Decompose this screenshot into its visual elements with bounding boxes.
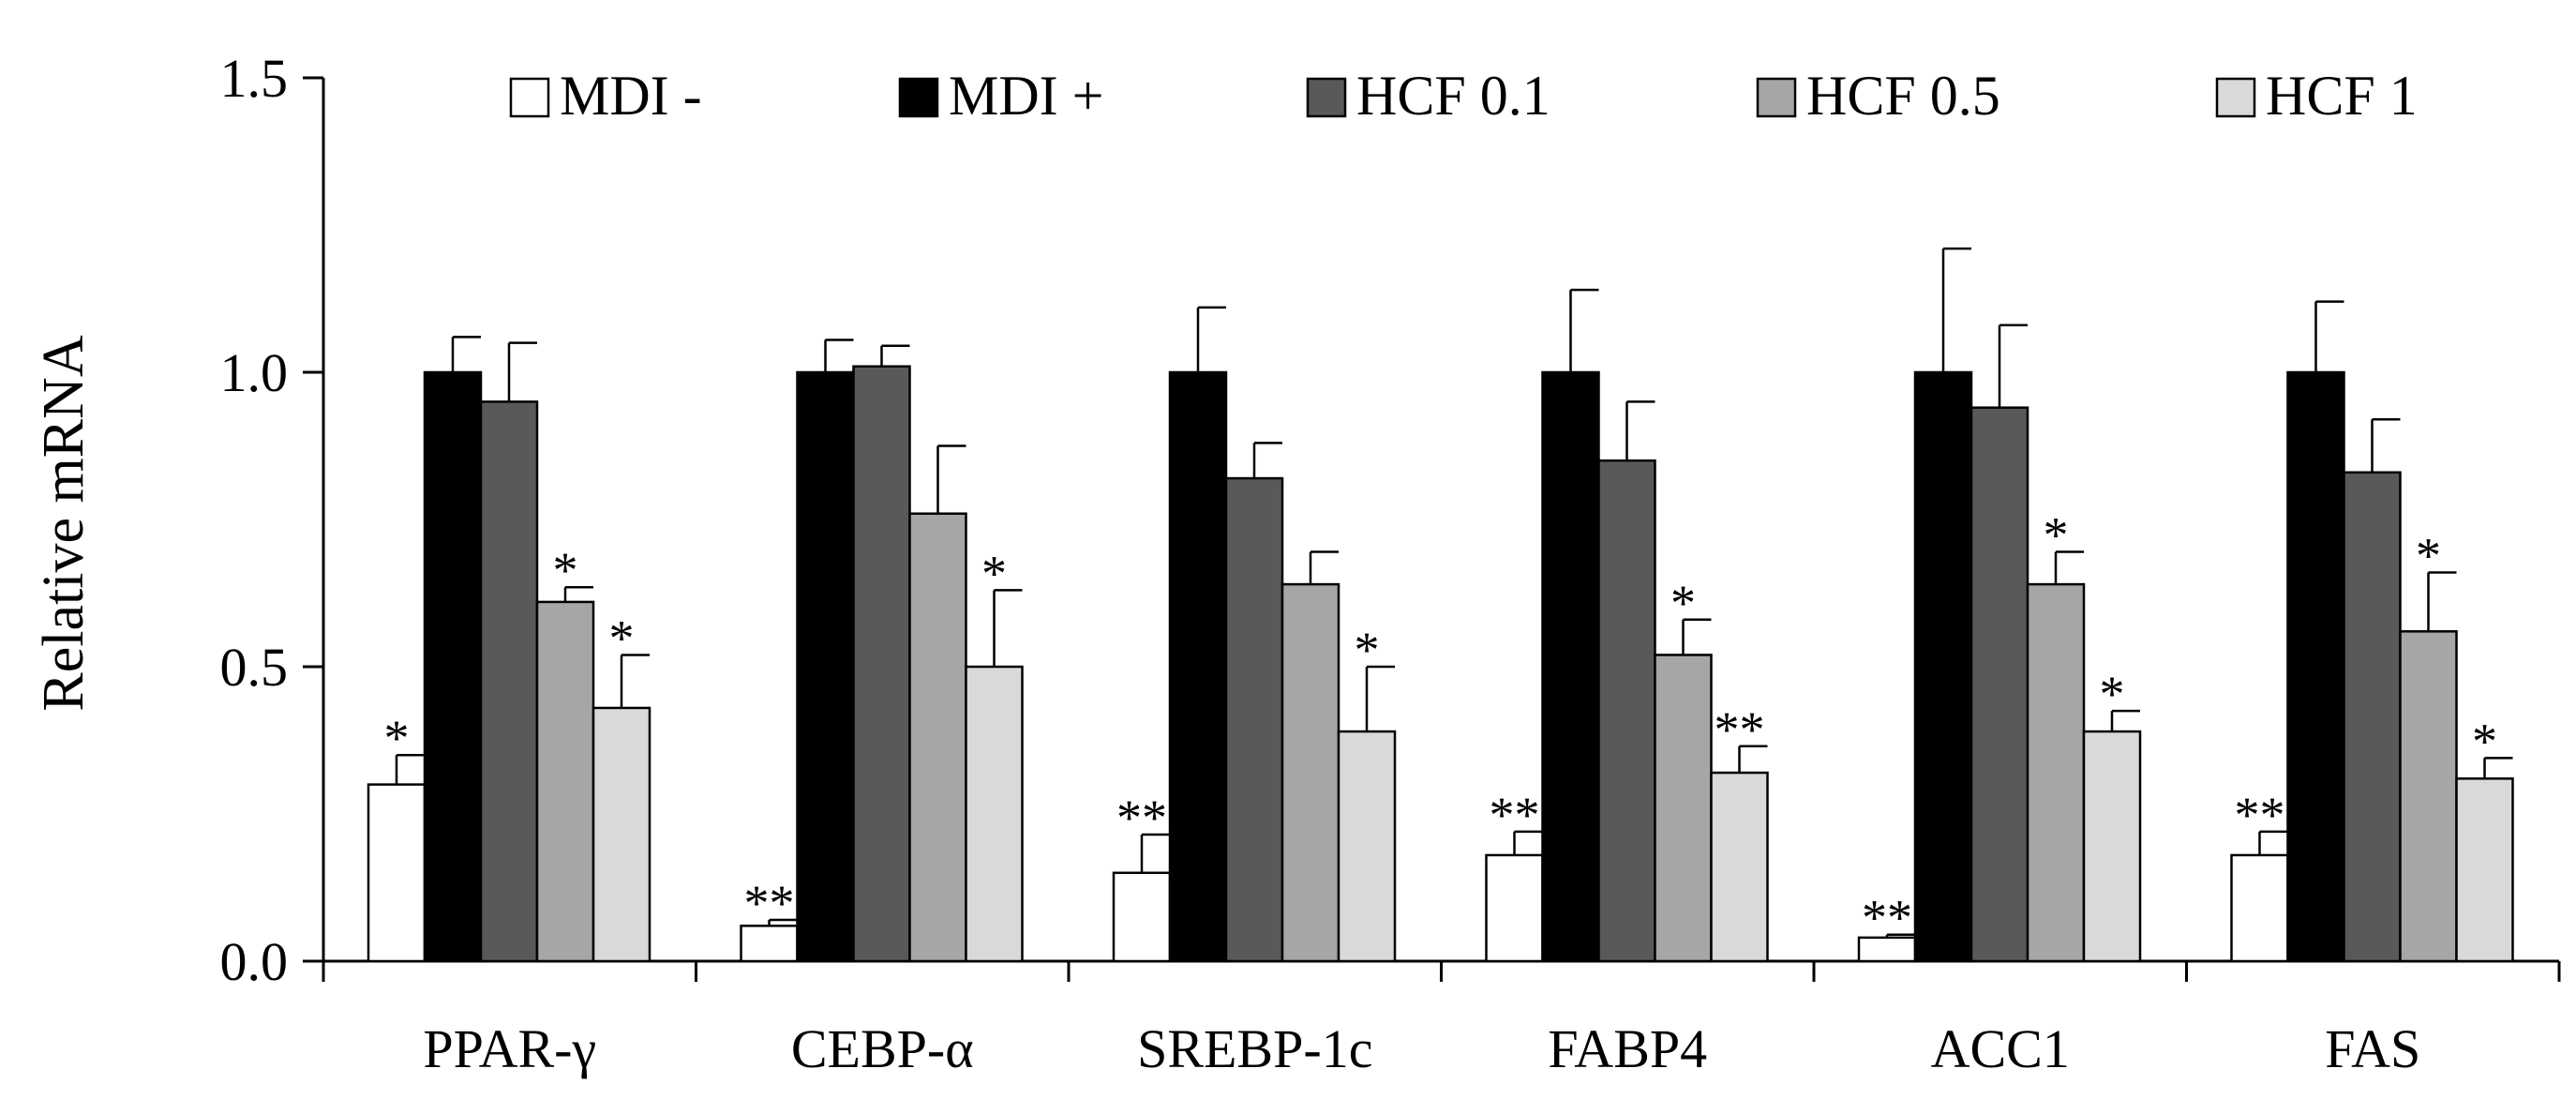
bar	[1710, 771, 1769, 963]
legend-swatch	[1306, 77, 1347, 118]
bar	[1112, 871, 1172, 963]
significance-marker: **	[1715, 701, 1765, 758]
bar	[535, 600, 595, 963]
bar	[592, 706, 651, 963]
bar	[1224, 476, 1284, 963]
y-tick-label: 1.5	[220, 48, 289, 109]
legend-item: MDI -	[509, 65, 702, 127]
legend-swatch	[898, 77, 939, 118]
legend-swatch	[2215, 77, 2256, 118]
error-bars-layer	[395, 247, 2513, 938]
significance-marker: *	[2044, 507, 2069, 564]
bar	[796, 370, 855, 963]
bar	[1654, 654, 1713, 963]
legend-label: HCF 1	[2266, 65, 2418, 127]
bar	[2082, 730, 2142, 963]
significance-marker: *	[2100, 666, 2125, 722]
bar	[965, 665, 1024, 963]
significance-marker: *	[2416, 528, 2441, 584]
bar	[423, 370, 483, 963]
bar	[2399, 630, 2458, 963]
y-tick-label: 1.0	[220, 342, 289, 403]
bar	[1485, 853, 1544, 963]
significance-marker: *	[609, 610, 635, 666]
significance-marker: *	[1355, 622, 1380, 678]
bar	[852, 365, 911, 963]
significance-marker: **	[744, 875, 795, 931]
legend-label: MDI -	[560, 65, 702, 127]
legend-label: HCF 0.1	[1356, 65, 1550, 127]
x-tick-label: FAS	[2325, 1018, 2420, 1079]
significance-marker: *	[553, 542, 578, 598]
significance-marker: *	[384, 710, 410, 766]
bar	[367, 783, 427, 963]
y-axis-label: Relative mRNA	[32, 335, 96, 711]
bar	[2343, 471, 2402, 963]
significance-marker: **	[2235, 787, 2285, 843]
bar	[2230, 853, 2289, 963]
legend-label: MDI +	[949, 65, 1104, 127]
x-tick-label: CEBP-α	[791, 1018, 974, 1079]
significance-marker: **	[1116, 790, 1167, 846]
legend-item: HCF 0.1	[1306, 65, 1550, 127]
bar	[1168, 370, 1228, 963]
y-tick-label: 0.0	[220, 931, 289, 992]
significance-marker: **	[1490, 787, 1540, 843]
significance-layer: ***** ********* ********	[384, 507, 2498, 946]
bars-layer	[367, 365, 2514, 963]
y-tick-label: 0.5	[220, 637, 289, 698]
x-tick-label: ACC1	[1931, 1018, 2070, 1079]
legend-swatch	[1756, 77, 1797, 118]
bar	[2455, 777, 2514, 963]
bar	[908, 512, 967, 963]
legend-item: HCF 0.5	[1756, 65, 2000, 127]
bar	[1857, 936, 1917, 963]
bar	[1541, 370, 1600, 963]
axes-layer: 0.0 0.5 1.0 1.5 PPAR-γ CEBP-α SREBP-1c FABP4 ACC…	[220, 48, 2561, 1079]
bar	[1337, 730, 1397, 963]
significance-marker: *	[2472, 713, 2497, 769]
x-tick-label: FABP4	[1548, 1018, 1707, 1079]
legend-label: HCF 0.5	[1806, 65, 2000, 127]
bar	[1281, 582, 1340, 963]
x-tick-label: PPAR-γ	[423, 1018, 596, 1079]
x-tick-label: SREBP-1c	[1137, 1018, 1372, 1079]
bar	[2026, 582, 2086, 963]
significance-marker: *	[981, 545, 1007, 601]
bar	[1969, 406, 2029, 963]
legend: MDI - MDI + HCF 0.1 HCF 0.5 HCF 1	[509, 65, 2418, 127]
significance-marker: *	[1670, 575, 1696, 631]
bar	[479, 400, 539, 963]
legend-swatch	[509, 77, 550, 118]
bar	[1597, 459, 1656, 963]
bar	[1913, 370, 1973, 963]
significance-marker: **	[1862, 890, 1912, 946]
bar	[2286, 370, 2345, 963]
legend-item: HCF 1	[2215, 65, 2418, 127]
legend-item: MDI +	[898, 65, 1104, 127]
